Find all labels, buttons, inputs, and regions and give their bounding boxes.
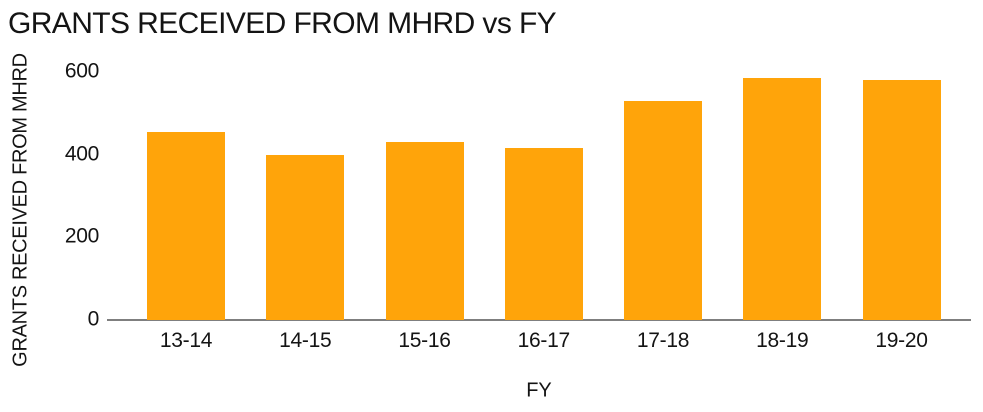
x-tick-label: 15-16 <box>398 329 451 352</box>
y-tick-label: 0 <box>87 307 100 331</box>
chart-title: GRANTS RECEIVED FROM MHRD vs FY <box>8 7 557 40</box>
x-axis-title: FY <box>526 379 552 402</box>
y-tick-label: 400 <box>64 142 99 166</box>
x-tick-label: 19-20 <box>875 329 928 352</box>
y-tick-label: 600 <box>64 59 99 83</box>
bar-18-19 <box>743 78 822 320</box>
bar-19-20 <box>862 80 941 320</box>
bar-15-16 <box>385 142 464 320</box>
bar-13-14 <box>147 131 225 320</box>
bar-16-17 <box>504 148 583 320</box>
x-tick-label: 13-14 <box>159 329 213 352</box>
x-axis-line <box>107 319 971 321</box>
x-tick-label: 16-17 <box>517 329 571 352</box>
bar-14-15 <box>266 154 345 320</box>
x-tick-label: 14-15 <box>279 329 332 352</box>
x-tick-label: 17-18 <box>636 329 690 352</box>
x-tick-label: 18-19 <box>756 329 809 352</box>
bar-17-18 <box>624 100 702 320</box>
y-tick-label: 200 <box>64 224 99 248</box>
